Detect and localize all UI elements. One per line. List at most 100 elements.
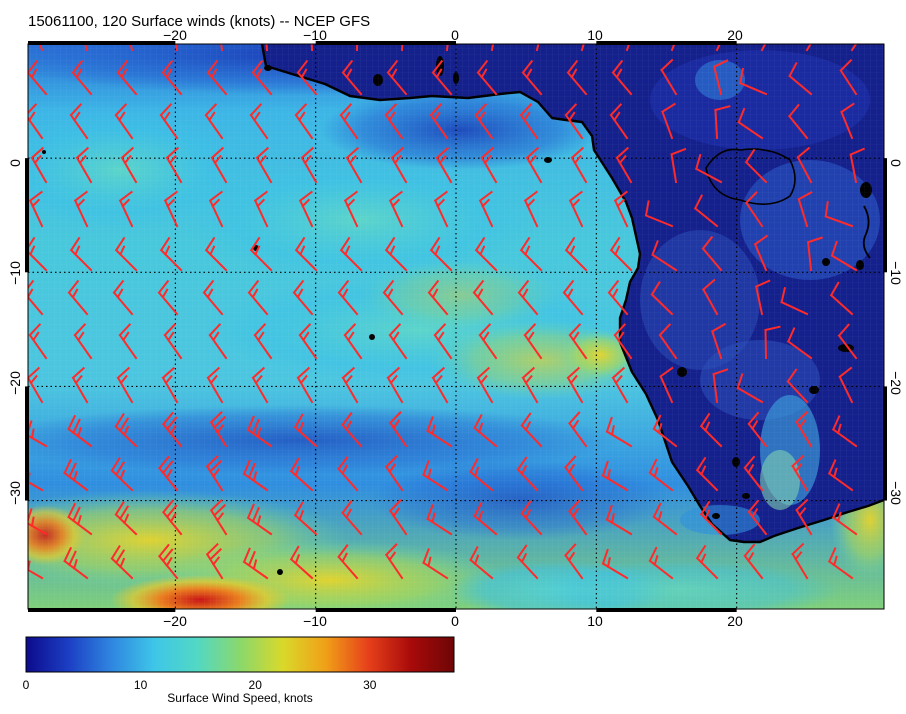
wind-barb — [294, 236, 318, 272]
wind-barb — [478, 190, 494, 228]
wind-barb — [431, 59, 453, 96]
wind-barb — [744, 148, 768, 184]
wind-barb — [824, 201, 854, 228]
wind-barb — [521, 366, 539, 404]
wind-barb — [445, 44, 449, 52]
wind-barb — [84, 44, 89, 52]
wind-barb — [480, 146, 498, 184]
wind-barb — [695, 456, 719, 492]
frame-scale-bar — [596, 41, 737, 45]
colorbar-tick-label: 30 — [363, 678, 377, 692]
wind-barb — [388, 190, 404, 228]
wind-barb — [753, 234, 769, 272]
wind-barb — [202, 279, 224, 316]
wind-barb — [519, 103, 539, 140]
wind-barb — [28, 366, 44, 404]
wind-barb — [110, 545, 134, 580]
wind-barb — [473, 413, 498, 448]
wind-barb — [699, 500, 723, 536]
wind-barb — [339, 103, 359, 140]
wind-barb — [469, 545, 494, 580]
wind-barb — [386, 366, 404, 404]
wind-barb — [570, 146, 588, 184]
right-tick-label: 0 — [888, 159, 904, 167]
wind-barb — [701, 235, 723, 272]
wind-barb — [523, 190, 539, 228]
wind-barb — [650, 281, 674, 316]
wind-barb — [829, 281, 854, 316]
wind-barb — [208, 323, 228, 360]
top-tick-label: 10 — [587, 27, 603, 43]
wind-barb — [431, 366, 449, 404]
bottom-axis: −20 −10 0 10 20 — [163, 613, 743, 629]
wind-barb — [337, 544, 359, 580]
wind-barb — [473, 501, 498, 536]
wind-barb — [343, 323, 363, 360]
wind-barb — [648, 458, 674, 492]
wind-barb — [386, 59, 408, 96]
wind-barb — [433, 190, 449, 228]
wind-barb — [69, 103, 89, 140]
frame-scale-bar — [315, 41, 456, 45]
wind-barb — [601, 548, 629, 580]
wind-barb — [242, 547, 269, 580]
wind-barb — [255, 146, 273, 184]
wind-barb — [204, 236, 228, 272]
wind-barb — [161, 411, 183, 448]
frame-scale-bar — [28, 608, 176, 612]
colorbar-tick-label: 20 — [249, 678, 263, 692]
wind-barb — [838, 366, 854, 404]
wind-barb — [246, 503, 273, 536]
wind-barb — [247, 279, 269, 316]
wind-barb — [796, 146, 813, 184]
wind-barb — [67, 279, 89, 316]
wind-barb — [831, 503, 858, 536]
wind-barb — [209, 410, 228, 448]
wind-barb — [695, 544, 719, 580]
wind-barb — [609, 236, 633, 272]
wind-barb — [644, 200, 674, 228]
wind-barb — [28, 508, 48, 536]
wind-barb — [710, 322, 727, 360]
wind-barb — [580, 44, 585, 52]
wind-barb — [791, 454, 809, 492]
wind-barb — [476, 366, 494, 404]
wind-barb — [388, 499, 408, 536]
wind-barb — [660, 58, 678, 96]
wind-barb — [568, 323, 588, 360]
wind-barb — [607, 279, 629, 316]
left-tick-label: −30 — [7, 481, 23, 505]
wind-barb — [738, 67, 768, 96]
wind-barb — [694, 153, 723, 184]
wind-barb — [249, 236, 273, 272]
wind-barb — [427, 279, 449, 316]
wind-barb — [831, 415, 858, 448]
wind-barb — [433, 323, 453, 360]
wind-barb — [341, 59, 363, 96]
wind-barb — [165, 146, 183, 184]
wind-barb — [791, 542, 809, 580]
bottom-tick-label: 10 — [587, 613, 603, 629]
wind-barb — [605, 416, 633, 448]
wind-barb — [520, 500, 543, 536]
wind-barb — [523, 323, 543, 360]
wind-barb — [242, 459, 269, 492]
top-tick-label: 20 — [727, 27, 743, 43]
wind-barb — [786, 327, 813, 360]
wind-barb — [564, 236, 588, 272]
wind-barb — [659, 366, 674, 404]
wind-barb — [712, 368, 729, 404]
wind-barb — [63, 546, 89, 580]
wind-barb — [805, 44, 812, 52]
wind-barb — [384, 455, 404, 492]
wind-barb — [564, 543, 584, 580]
wind-barb — [670, 147, 687, 184]
wind-barb — [28, 552, 44, 580]
wind-barb — [747, 411, 768, 448]
wind-barb — [71, 366, 89, 404]
wind-barb — [114, 413, 138, 448]
wind-barb — [625, 44, 631, 52]
wind-barb — [516, 456, 539, 492]
